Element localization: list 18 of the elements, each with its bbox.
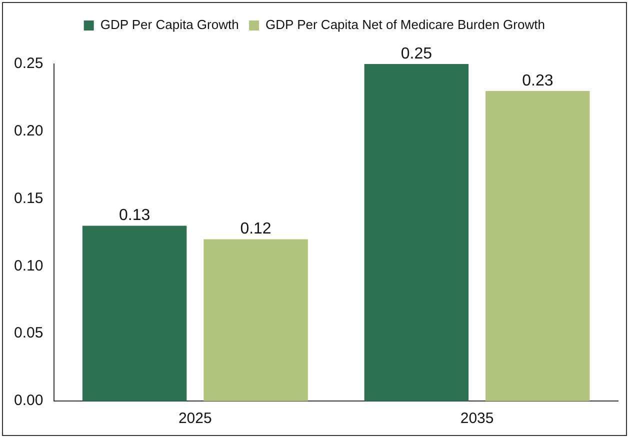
legend-label: GDP Per Capita Net of Medicare Burden Growth: [266, 17, 545, 32]
x-tick-label: 2025: [178, 410, 212, 428]
y-tick-label: 0.25: [14, 55, 44, 72]
y-tick-label: 0.05: [14, 324, 44, 342]
data-label: 0.25: [400, 45, 432, 62]
data-label: 0.13: [118, 207, 150, 224]
bar: [486, 90, 590, 401]
legend-label: GDP Per Capita Growth: [100, 17, 239, 32]
data-label: 0.12: [240, 220, 272, 238]
data-label: 0.23: [522, 72, 554, 90]
y-tick-label: 0.00: [14, 392, 44, 410]
bar: [204, 239, 308, 401]
y-tick-label: 0.10: [14, 257, 44, 274]
y-tick-label: 0.20: [14, 122, 44, 140]
bar: [82, 226, 187, 401]
bar: [364, 64, 469, 401]
y-tick-label: 0.15: [14, 190, 44, 207]
x-tick-label: 2035: [460, 410, 494, 428]
